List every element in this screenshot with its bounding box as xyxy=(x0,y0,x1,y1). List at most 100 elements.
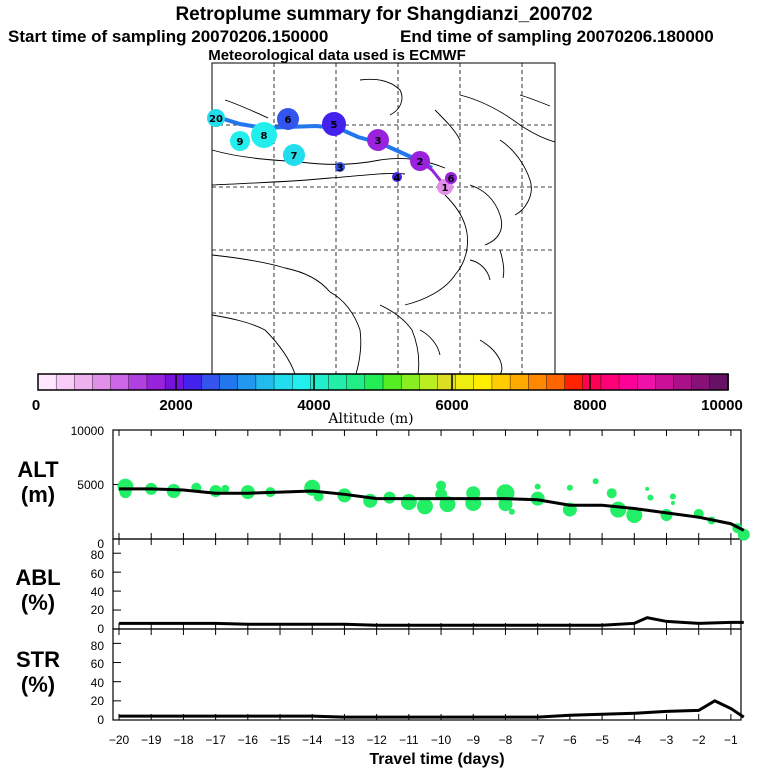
trajectory-map: 20 9 8 6 5 3 2 1 7 3 4 6 xyxy=(207,62,556,375)
alt-panel-title: ALT xyxy=(17,457,59,482)
alt-scatter-point xyxy=(592,478,599,485)
x-tick-label: −2 xyxy=(692,733,706,747)
alt-mean-line xyxy=(119,487,745,532)
x-tick-label: −17 xyxy=(205,733,226,747)
alt-scatter-point xyxy=(647,494,654,501)
abl-plot-frame xyxy=(112,538,742,630)
x-tick-label: −6 xyxy=(563,733,577,747)
colorbar-cell xyxy=(364,373,384,391)
abl-y-ticks: 0 20 40 60 80 xyxy=(91,548,105,636)
alt-scatter-point xyxy=(498,497,513,512)
colorbar-cell xyxy=(292,373,312,391)
trajectory-node-label: 5 xyxy=(331,120,338,131)
x-tick-label: −18 xyxy=(173,733,194,747)
end-time-text: End time of sampling 20070206.180000 xyxy=(400,27,714,46)
colorbar-cell xyxy=(74,373,94,391)
colorbar-cell xyxy=(328,373,348,391)
colorbar-cell xyxy=(546,373,566,391)
x-tick-label: −7 xyxy=(531,733,545,747)
colorbar-cell xyxy=(382,373,402,391)
alt-scatter-point xyxy=(534,483,541,490)
map-graticule xyxy=(212,63,555,374)
alt-scatter-point xyxy=(508,508,515,515)
x-tick-label: −12 xyxy=(366,733,387,747)
x-tick-label: −8 xyxy=(499,733,513,747)
abl-panel-unit: (%) xyxy=(21,590,55,615)
colorbar-cell xyxy=(37,373,57,391)
colorbar-cell xyxy=(673,373,693,391)
trajectory-node xyxy=(251,122,277,148)
colorbar-cell xyxy=(509,373,530,391)
str-plot-frame xyxy=(112,628,742,721)
alt-scatter-points xyxy=(117,478,750,541)
alt-scatter-point xyxy=(669,493,676,500)
trajectory-node xyxy=(367,129,389,151)
colorbar-cell xyxy=(346,373,366,391)
colorbar-tick-label: 6000 xyxy=(435,397,468,414)
x-axis-label: Travel time (days) xyxy=(369,751,504,768)
y-tick-label: 60 xyxy=(91,657,105,671)
colorbar-cell xyxy=(455,373,475,391)
y-tick-label: 0 xyxy=(97,537,104,551)
y-tick-label: 40 xyxy=(91,585,105,599)
alt-y-ticks: 0 5000 10000 xyxy=(71,424,105,551)
x-tick-label: −20 xyxy=(109,733,130,747)
y-tick-label: 80 xyxy=(91,639,105,653)
trajectory-node-label: 9 xyxy=(237,137,244,148)
colorbar-cell xyxy=(110,373,130,391)
trajectory-node xyxy=(445,172,457,184)
map-frame xyxy=(211,62,556,375)
colorbar-cell xyxy=(419,373,439,391)
colorbar-cell xyxy=(491,373,511,391)
colorbar-cell xyxy=(128,373,148,391)
colorbar-cell xyxy=(473,373,493,391)
altitude-colorbar: 0 2000 4000 6000 8000 10000 Altitude (m) xyxy=(32,373,743,427)
colorbar-label: Altitude (m) xyxy=(327,411,413,427)
x-tick-label: −9 xyxy=(466,733,480,747)
colorbar-cell xyxy=(273,373,294,391)
colorbar-cell xyxy=(237,373,257,391)
trajectory-node xyxy=(230,131,250,151)
x-tick-label: −1 xyxy=(724,733,738,747)
colorbar-tick-label: 2000 xyxy=(159,397,192,414)
colorbar-cell xyxy=(219,373,239,391)
x-tick-label: −10 xyxy=(431,733,452,747)
str-panel-unit: (%) xyxy=(21,672,55,697)
colorbar-cell xyxy=(528,373,548,391)
trajectory-node xyxy=(335,162,345,172)
colorbar-cell xyxy=(183,373,203,391)
trajectory-node xyxy=(322,112,346,136)
str-line xyxy=(119,699,745,719)
y-tick-label: 20 xyxy=(91,603,105,617)
colorbar-cell xyxy=(400,373,421,391)
colorbar-tick-label: 4000 xyxy=(297,397,330,414)
map-coastlines xyxy=(211,78,556,375)
start-time-text: Start time of sampling 20070206.150000 xyxy=(8,27,328,46)
y-tick-label: 5000 xyxy=(77,478,104,492)
colorbar-cell xyxy=(201,373,221,391)
trajectory-node-label: 4 xyxy=(394,173,401,184)
figure-title: Retroplume summary for Shangdianzi_20070… xyxy=(175,4,592,25)
str-y-ticks: 0 20 40 60 80 xyxy=(91,639,105,727)
alt-scatter-point xyxy=(606,488,617,499)
trajectory-node-label: 6 xyxy=(448,174,455,185)
x-tick-label: −16 xyxy=(238,733,259,747)
x-tick-labels: −20 −19 −18 −17 −16 −15 −14 −13 −12 −11 −10 −9 −8 −7 −… xyxy=(109,733,738,747)
x-tick-label: −13 xyxy=(334,733,355,747)
trajectory-node xyxy=(392,172,402,182)
alt-scatter-point xyxy=(416,498,433,515)
trajectory-node-label: 3 xyxy=(337,163,344,174)
trajectory-node-label: 8 xyxy=(261,131,268,142)
colorbar-tick-label: 0 xyxy=(32,397,40,414)
x-tick-label: −11 xyxy=(399,733,419,747)
colorbar-tick-label: 8000 xyxy=(573,397,606,414)
colorbar-cell xyxy=(92,373,112,391)
colorbar-border xyxy=(37,373,729,391)
colorbar-cell xyxy=(582,373,602,391)
alt-scatter-point xyxy=(566,484,573,491)
trajectory-node-label: 6 xyxy=(285,115,292,126)
alt-scatter-point xyxy=(221,484,230,493)
alt-scatter-point xyxy=(626,507,643,524)
abl-panel-title: ABL xyxy=(15,565,60,590)
